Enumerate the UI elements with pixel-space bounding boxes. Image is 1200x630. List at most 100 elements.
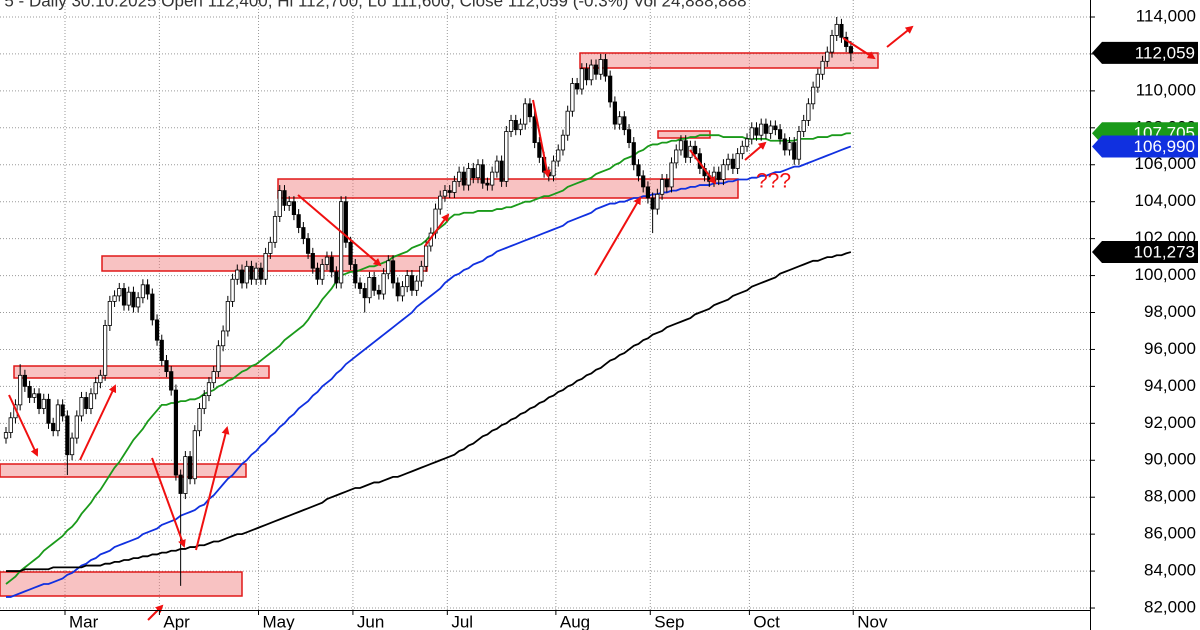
candle-body	[282, 190, 287, 206]
y-tick-label: 92,000	[1144, 413, 1196, 432]
x-tick-label: Aug	[560, 612, 590, 630]
y-tick-label: 98,000	[1144, 302, 1196, 321]
x-tick-label: Sep	[654, 612, 684, 630]
candle-body	[41, 398, 46, 409]
candle-body	[178, 474, 183, 494]
candle-body	[721, 164, 726, 180]
candle-body	[329, 256, 334, 273]
candle-body	[244, 265, 249, 284]
candle-body	[811, 86, 816, 105]
candle-body	[645, 186, 651, 199]
arrow	[297, 194, 382, 267]
candle-body	[674, 149, 679, 164]
candle-body	[631, 142, 636, 166]
moving-average-line	[5, 132, 851, 585]
candle-body	[442, 190, 448, 197]
candle-body	[664, 179, 669, 188]
price-tag	[1092, 41, 1198, 64]
candle-body	[461, 171, 466, 186]
candle-body	[815, 73, 820, 88]
arrow	[8, 394, 39, 457]
candle-body	[367, 277, 372, 299]
x-tick-label: Oct	[753, 612, 780, 630]
grid	[0, 0, 1090, 610]
candle-body	[272, 216, 278, 243]
candle-body	[551, 160, 556, 177]
candle-body	[320, 264, 325, 280]
candle-body	[556, 149, 561, 162]
candle-body	[362, 288, 367, 299]
x-tick-label: May	[263, 612, 296, 630]
candle-body	[254, 267, 259, 280]
candle-body	[339, 201, 344, 284]
candle-body	[169, 371, 174, 391]
price-tag	[1092, 241, 1198, 264]
candle-body	[305, 238, 311, 254]
candle-body	[466, 168, 471, 186]
candle-body	[69, 437, 75, 456]
candle-body	[88, 393, 94, 409]
candle-body	[409, 275, 415, 291]
candle-body	[504, 131, 509, 182]
candle-body	[475, 164, 481, 179]
candle-body	[490, 171, 495, 186]
candle-body	[829, 35, 835, 53]
candle-body	[343, 201, 348, 243]
chart-title: · 5 - Daily 30.10.2025 Open 112,400, Hi …	[0, 0, 747, 10]
candle-body	[164, 360, 169, 373]
candle-body	[36, 393, 42, 409]
candle-body	[334, 271, 339, 284]
y-tick-label: 114,000	[1136, 6, 1196, 25]
price-tag-label: 101,273	[1134, 243, 1195, 262]
candle-body	[527, 103, 533, 118]
candle-body	[626, 129, 632, 143]
candle-body	[485, 182, 490, 186]
candle-body	[622, 116, 627, 131]
candle-body	[726, 158, 731, 166]
candle-body	[678, 140, 684, 151]
candle-body	[537, 142, 542, 158]
candle-body	[801, 120, 806, 132]
axis-background	[1091, 0, 1200, 630]
y-tick-label: 106,000	[1135, 154, 1196, 173]
candle-body	[641, 175, 646, 188]
y-tick-label: 110,000	[1136, 80, 1196, 99]
candle-body	[740, 145, 745, 155]
arrow	[424, 213, 450, 247]
candle-body	[51, 422, 56, 432]
candle-body	[136, 297, 141, 308]
candle-body	[820, 60, 825, 75]
candle-body	[291, 201, 297, 216]
zone	[277, 178, 739, 199]
candle-body	[471, 168, 476, 179]
candle-body	[659, 179, 665, 195]
arrow	[744, 141, 767, 161]
y-tick-label: 90,000	[1144, 450, 1196, 469]
candle-body	[126, 291, 131, 306]
candle-body	[763, 123, 769, 134]
candle-body	[438, 195, 443, 210]
candle-body	[395, 282, 400, 297]
candle-body	[570, 83, 575, 112]
y-tick-label: 84,000	[1144, 561, 1196, 580]
candle-body	[150, 293, 155, 321]
price-tag-label: 106,990	[1134, 137, 1195, 156]
candle-body	[107, 301, 112, 326]
arrow	[689, 149, 717, 185]
candle-body	[296, 214, 301, 228]
y-tick-label: 104,000	[1135, 191, 1196, 210]
candle-body	[60, 404, 65, 417]
y-tick-label: 88,000	[1144, 487, 1196, 506]
candle-body	[277, 190, 282, 217]
candle-body	[730, 158, 735, 169]
y-tick-label: 94,000	[1144, 376, 1196, 395]
candle-body	[683, 140, 688, 158]
candle-body	[768, 125, 773, 134]
candle-body	[499, 160, 504, 182]
candle-body	[565, 110, 570, 136]
candle-body	[159, 339, 164, 361]
candle-body	[787, 142, 792, 151]
annotation: ???	[756, 170, 791, 193]
candle-body	[584, 68, 589, 81]
candle-body	[523, 103, 528, 125]
